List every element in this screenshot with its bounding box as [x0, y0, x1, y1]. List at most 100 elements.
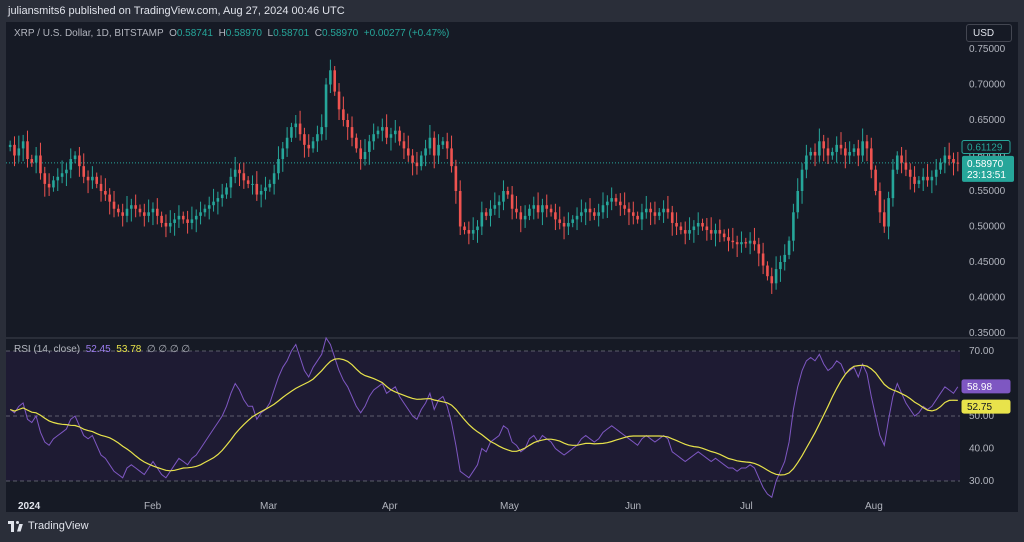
candle-body: [757, 244, 761, 254]
candle-body: [926, 176, 929, 181]
candle-body: [56, 176, 60, 181]
candle-body: [489, 208, 492, 216]
candle-body: [575, 215, 579, 220]
time-axis-label: 2024: [18, 501, 41, 512]
candle-body: [831, 151, 834, 156]
currency-button[interactable]: USD: [966, 24, 1012, 42]
candle-body: [593, 212, 596, 216]
candle-body: [134, 205, 137, 209]
rsi-tick-label: 30.00: [969, 476, 994, 487]
candle-body: [878, 191, 882, 213]
candle-body: [303, 134, 306, 145]
candle-body: [956, 162, 960, 164]
candle-body: [69, 159, 73, 170]
candle-body: [333, 70, 337, 92]
candle-body: [298, 123, 302, 135]
rsi-value: 52.45: [85, 344, 111, 355]
candle-body: [913, 176, 916, 184]
open-label: O: [169, 28, 177, 39]
candle-body: [869, 148, 873, 170]
candle-body: [173, 219, 176, 223]
rsi-tick-label: 50.00: [969, 411, 994, 422]
candle-body: [753, 240, 756, 245]
candle-body: [657, 212, 661, 216]
candle-body: [701, 222, 704, 227]
time-axis-label: May: [500, 501, 519, 512]
price-tick-label: 0.70000: [969, 80, 1006, 91]
candle-body: [242, 173, 246, 181]
candle-body: [826, 148, 830, 156]
candle-body: [121, 212, 124, 216]
change-value: +0.00277 (+0.47%): [363, 28, 450, 39]
candle-body: [86, 176, 90, 181]
candle-body: [523, 215, 527, 220]
candle-body: [631, 212, 635, 216]
candle-body: [519, 212, 523, 220]
candle-body: [727, 237, 730, 241]
candle-body: [216, 198, 220, 202]
candle-body: [787, 240, 791, 255]
candle-body: [168, 222, 172, 227]
candle-body: [259, 191, 263, 195]
candle-body: [497, 201, 501, 206]
rsi-badge-label: 58.98: [967, 382, 992, 393]
candle-body: [130, 205, 133, 209]
candle-body: [644, 208, 648, 213]
low-value: 0.58701: [273, 28, 310, 39]
candle-body: [393, 130, 397, 135]
candle-body: [670, 212, 674, 223]
candle-body: [424, 148, 427, 156]
rsi-ma-line: [9, 358, 958, 476]
candle-body: [636, 215, 639, 220]
candle-body: [82, 166, 86, 177]
candle-body: [225, 187, 228, 195]
candle-body: [450, 148, 453, 167]
time-axis-label: Mar: [260, 501, 278, 512]
candle-body: [619, 201, 622, 206]
candle-body: [809, 151, 813, 156]
rsi-tick-label: 70.00: [969, 346, 994, 357]
time-axis-label: Aug: [865, 501, 883, 512]
candle-body: [21, 141, 25, 149]
rsi-placeholders: ∅ ∅ ∅ ∅: [146, 344, 191, 355]
candle-body: [597, 212, 600, 216]
candle-body: [779, 262, 782, 270]
candle-body: [441, 141, 445, 145]
candle-body: [917, 180, 921, 184]
candle-body: [454, 166, 458, 191]
candle-body: [484, 212, 488, 216]
candle-body: [229, 176, 233, 188]
candle-body: [346, 120, 349, 128]
rsi-tick-label: 40.00: [969, 444, 994, 455]
candle-body: [277, 159, 280, 174]
candle-body: [143, 212, 146, 216]
candle-body: [709, 230, 713, 234]
candle-body: [874, 169, 877, 191]
candle-body: [389, 134, 393, 138]
candle-body: [151, 208, 155, 213]
candle-body: [34, 155, 38, 163]
candle-body: [510, 194, 514, 209]
candle-body: [761, 253, 765, 266]
candle-body: [627, 208, 631, 213]
candle-body: [385, 127, 388, 138]
candle-body: [337, 91, 341, 110]
price-tick-label: 0.50000: [969, 222, 1006, 233]
candle-body: [952, 159, 955, 163]
candle-body: [294, 123, 298, 128]
candle-body: [329, 70, 332, 85]
candle-body: [649, 208, 652, 213]
candle-body: [844, 148, 847, 156]
candle-body: [502, 191, 505, 202]
candle-body: [904, 162, 908, 170]
candle-body: [52, 180, 55, 188]
candle-body: [562, 222, 566, 227]
candle-body: [822, 141, 825, 149]
candle-body: [930, 176, 934, 181]
candle-body: [688, 230, 691, 234]
candle-body: [740, 242, 743, 245]
candle-body: [718, 230, 722, 234]
candle-body: [675, 222, 678, 227]
high-value: 0.58970: [225, 28, 262, 39]
